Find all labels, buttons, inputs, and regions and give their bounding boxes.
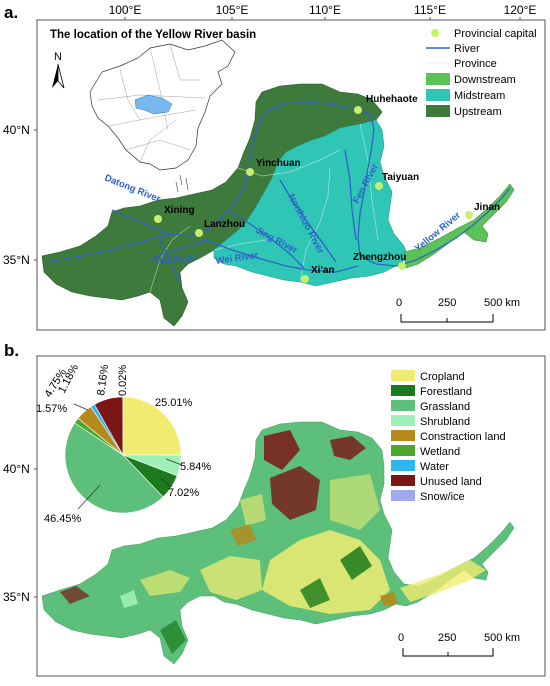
lat-tick-35-b: 35°N bbox=[3, 590, 30, 604]
lat-tick-35-a: 35°N bbox=[3, 253, 30, 267]
legend-label: Grassland bbox=[420, 401, 470, 413]
legend-label: Shrubland bbox=[420, 416, 470, 428]
lon-tick-110: 110°E bbox=[309, 3, 341, 17]
pie-label-snowice: 0.02% bbox=[117, 365, 129, 396]
city-label: Xining bbox=[164, 205, 195, 216]
city-label: Yinchuan bbox=[256, 158, 301, 169]
pie-label-grassland: 46.45% bbox=[44, 513, 82, 525]
scale-label-0: 0 bbox=[396, 297, 402, 309]
lat-tick-40-a: 40°N bbox=[3, 123, 30, 137]
lon-tick-120: 120°E bbox=[504, 3, 537, 17]
panel-a-label: a. bbox=[4, 3, 18, 22]
legend-label: Forestland bbox=[420, 386, 472, 398]
city-label: Taiyuan bbox=[382, 172, 419, 183]
legend-upstream: Upstream bbox=[426, 105, 502, 118]
city-label: Huhehaote bbox=[366, 94, 418, 105]
lat-tick-40-b: 40°N bbox=[3, 462, 30, 476]
legend-label: Province bbox=[454, 58, 497, 70]
scale-label-0: 0 bbox=[398, 632, 404, 644]
legend-label: Snow/ice bbox=[420, 491, 465, 503]
scale-label-250: 250 bbox=[438, 297, 456, 309]
pie-label-forestland: 7.02% bbox=[168, 487, 199, 499]
city-label: Xi'an bbox=[311, 265, 335, 276]
map-title: The location of the Yellow River basin bbox=[50, 29, 256, 41]
lon-tick-100: 100°E bbox=[109, 3, 142, 17]
legend-label: Upstream bbox=[454, 106, 502, 118]
landuse-pie-chart bbox=[65, 397, 181, 513]
panel-b-label: b. bbox=[4, 341, 19, 360]
legend-label: Water bbox=[420, 461, 449, 473]
lon-tick-115: 115°E bbox=[414, 3, 446, 17]
legend-label: River bbox=[454, 43, 480, 55]
legend-label: Wetland bbox=[420, 446, 460, 458]
legend-label: Downstream bbox=[454, 74, 516, 86]
city-label: Zhengzhou bbox=[353, 252, 406, 263]
pie-label-cropland: 25.01% bbox=[155, 397, 193, 409]
legend-label: Constraction land bbox=[420, 431, 506, 443]
city-label: Jinan bbox=[474, 202, 500, 213]
scale-label-500: 500 km bbox=[484, 297, 520, 309]
legend-midstream: Midstream bbox=[426, 89, 505, 102]
legend-label: Midstream bbox=[454, 90, 505, 102]
city-label: Lanzhou bbox=[204, 219, 245, 230]
legend-label: Cropland bbox=[420, 371, 465, 383]
north-label: N bbox=[54, 51, 62, 63]
pie-label-wetland: 1.57% bbox=[36, 403, 67, 415]
legend-label: Provincial capital bbox=[454, 28, 537, 40]
lon-tick-105: 105°E bbox=[216, 3, 249, 17]
legend-label: Unused land bbox=[420, 476, 482, 488]
legend-downstream: Downstream bbox=[426, 73, 516, 86]
scale-label-500: 500 km bbox=[484, 632, 520, 644]
lon-ticks: 100°E 105°E 110°E 115°E 120°E bbox=[109, 3, 537, 17]
scale-label-250: 250 bbox=[438, 632, 456, 644]
pie-label-shrubland: 5.84% bbox=[180, 461, 211, 473]
